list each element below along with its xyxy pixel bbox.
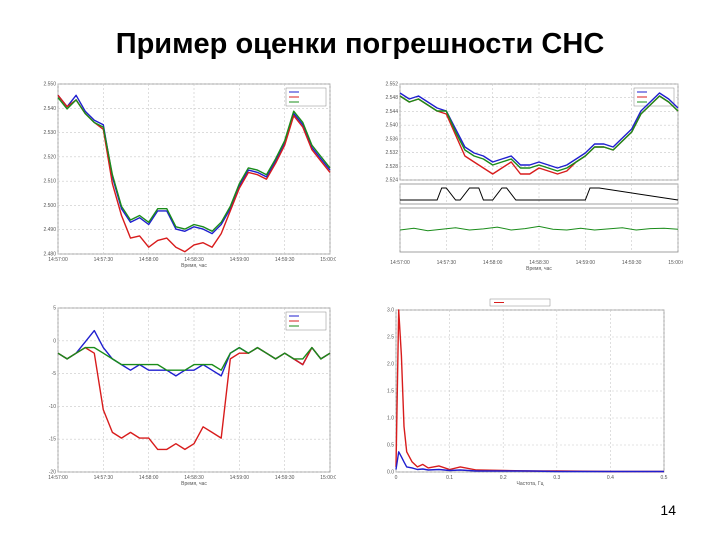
x-tick-label: 0.2 [500, 475, 507, 481]
y-tick-label: 2.544 [385, 109, 398, 115]
sub-series-line-2 [399, 225, 679, 232]
slide-title: Пример оценки погрешности СНС [115, 28, 605, 60]
y-tick-label: 2.536 [385, 136, 398, 142]
y-tick-label: 2.540 [43, 106, 56, 112]
y-tick-label: -5 [52, 371, 57, 377]
x-tick-label: 14:59:30 [622, 260, 642, 266]
x-tick-label: 0.5 [661, 475, 668, 481]
x-tick-label: 0 [395, 475, 398, 481]
series-line-3 [399, 95, 679, 172]
x-tick-label: 14:57:30 [437, 260, 457, 266]
x-tick-label: 14:58:00 [483, 260, 503, 266]
y-tick-label: 2.500 [43, 203, 56, 209]
page-number: 14 [660, 502, 676, 518]
y-tick-label: 0.5 [387, 443, 394, 449]
grid-lines [57, 307, 331, 473]
x-tick-label: 14:59:00 [230, 475, 250, 481]
y-tick-label: 2.540 [385, 123, 398, 129]
x-tick-label: 14:59:00 [230, 257, 250, 263]
y-tick-label: 2.524 [385, 178, 398, 184]
x-tick-label: 14:59:30 [275, 475, 295, 481]
y-tick-label: 2.552 [385, 82, 398, 88]
x-tick-label: 0.1 [446, 475, 453, 481]
x-tick-label: 14:58:00 [139, 257, 159, 263]
y-tick-label: 2.0 [387, 362, 394, 368]
chart-top-left: 14:57:00 14:57:30 14:58:00 14:58:30 14:59:00… [43, 82, 336, 270]
y-tick-label: 2.530 [43, 130, 56, 136]
y-tick-label: 1.0 [387, 416, 394, 422]
y-tick-label: 2.5 [387, 335, 394, 341]
x-tick-label: 14:58:30 [184, 257, 204, 263]
x-tick-label: 15:00:00 [320, 475, 336, 481]
x-tick-label: 0.3 [553, 475, 560, 481]
x-tick-label: 14:57:00 [48, 475, 68, 481]
x-tick-label: 14:57:00 [48, 257, 68, 263]
y-tick-label: 2.510 [43, 179, 56, 185]
chart-bottom-right: 0 0.1 0.2 0.3 0.4 0.5 3.0 2.5 2.0 1.5 1.0 0.5 0.0 Час… [387, 298, 668, 487]
x-tick-label: 15:00:00 [668, 260, 683, 266]
x-axis-label: Частота, Гц [517, 481, 544, 487]
chart-bottom-left: 14:57:00 14:57:30 14:58:00 14:58:30 14:59:00… [48, 306, 336, 488]
x-axis-label: Время, час [526, 266, 552, 272]
x-tick-label: 0.4 [607, 475, 614, 481]
y-tick-label: -15 [49, 437, 56, 443]
y-tick-label: 2.480 [43, 252, 56, 258]
x-tick-label: 14:57:30 [94, 475, 114, 481]
series-line-3 [57, 346, 331, 371]
y-tick-label: -10 [49, 404, 56, 410]
y-tick-label: 3.0 [387, 308, 394, 314]
x-tick-label: 14:58:30 [529, 260, 549, 266]
x-tick-label: 15:00:00 [320, 257, 336, 263]
y-tick-label: 5 [53, 306, 56, 312]
legend [489, 298, 551, 307]
y-tick-label: 2.528 [385, 164, 398, 170]
series-line-2 [395, 451, 664, 473]
y-tick-label: 2.548 [385, 95, 398, 101]
x-axis-label: Время, час [181, 263, 207, 269]
chart-top-right: 14:57:00 14:57:30 14:58:00 14:58:30 14:59:00… [385, 82, 683, 273]
x-tick-label: 14:59:30 [275, 257, 295, 263]
series-line-3 [57, 97, 331, 233]
x-tick-label: 14:57:30 [94, 257, 114, 263]
sub-series-line-1 [400, 187, 679, 201]
x-axis-label: Время, час [181, 481, 207, 487]
y-tick-label: 2.532 [385, 150, 398, 156]
y-tick-label: 1.5 [387, 389, 394, 395]
y-tick-label: 0.0 [387, 470, 394, 476]
x-tick-label: 14:58:00 [139, 475, 159, 481]
y-tick-label: -20 [49, 470, 56, 476]
grid-lines [395, 309, 665, 473]
y-tick-label: 2.520 [43, 154, 56, 160]
x-tick-label: 14:59:00 [576, 260, 596, 266]
y-tick-label: 2.490 [43, 227, 56, 233]
grid-lines [399, 83, 679, 181]
y-tick-label: 0 [53, 338, 56, 344]
x-tick-label: 14:57:00 [390, 260, 410, 266]
sub-grid-lines [399, 184, 679, 204]
x-tick-label: 14:58:30 [184, 475, 204, 481]
y-tick-label: 2.550 [43, 82, 56, 88]
